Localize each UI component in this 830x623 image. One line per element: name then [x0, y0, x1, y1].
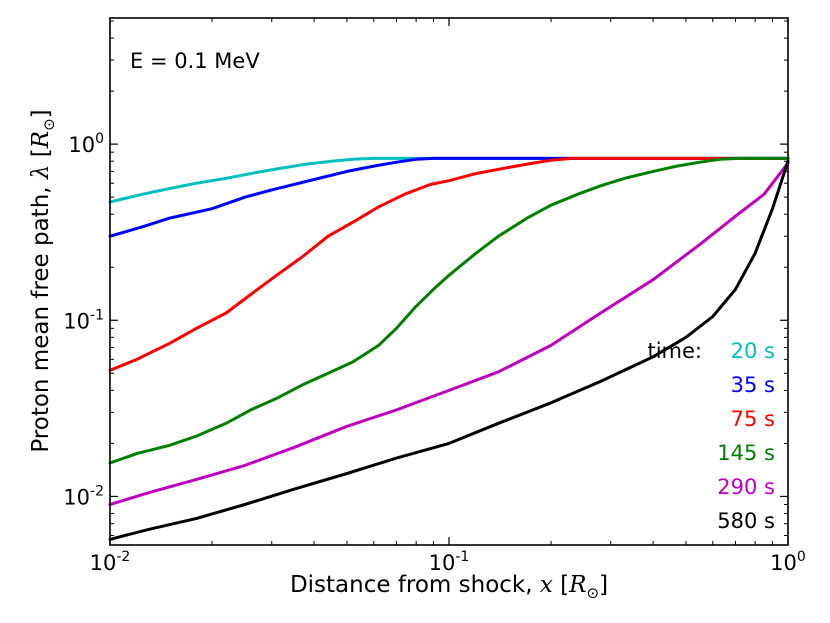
y-tick-label: 10-1	[63, 307, 104, 333]
series-lines	[108, 156, 790, 541]
x-tick-label: 10-2	[90, 549, 131, 575]
y-axis-label: Proton mean free path, λ [R⊙]	[28, 109, 58, 452]
series-line-290s	[108, 161, 790, 506]
series-line-580s	[108, 159, 790, 541]
x-tick-labels: 10-2 10-1 100	[90, 549, 806, 575]
y-tick-labels: 10-2 10-1 100	[63, 131, 104, 509]
legend-entry-20s: 20 s	[731, 339, 775, 363]
legend-title: time:	[647, 339, 702, 363]
plot-area	[110, 18, 788, 545]
y-tick-label: 10-2	[63, 483, 104, 509]
legend: time: 20 s 35 s 75 s 145 s 290 s 580 s	[647, 339, 775, 533]
x-axis-label: Distance from shock, x [R⊙]	[290, 572, 608, 602]
energy-annotation: E = 0.1 MeV	[130, 49, 260, 73]
legend-entry-35s: 35 s	[731, 373, 775, 397]
y-tick-label: 100	[68, 131, 104, 157]
series-line-75s	[108, 156, 790, 372]
legend-entry-75s: 75 s	[731, 407, 775, 431]
series-line-35s	[108, 156, 790, 238]
legend-entry-290s: 290 s	[717, 475, 775, 499]
x-tick-label: 10-1	[429, 549, 470, 575]
legend-entry-580s: 580 s	[717, 509, 775, 533]
legend-entry-145s: 145 s	[717, 441, 775, 465]
plot-frame	[109, 17, 789, 546]
x-tick-label: 100	[770, 549, 806, 575]
series-line-145s	[108, 156, 790, 465]
